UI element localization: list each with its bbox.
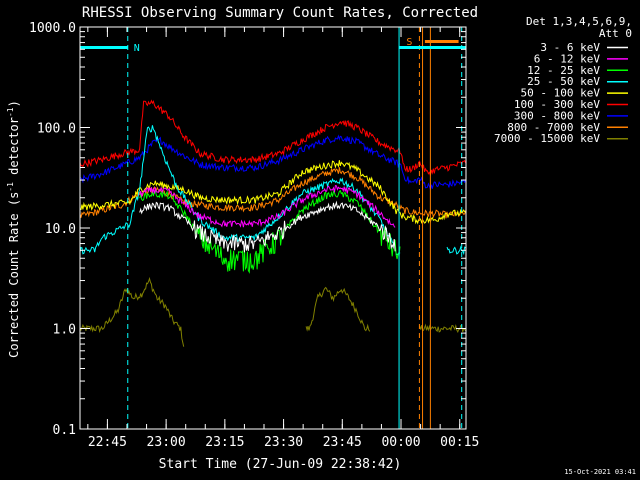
legend-entry-label: 300 - 800 keV xyxy=(514,109,600,122)
y-axis-label-part: detector xyxy=(7,117,21,182)
legend-entry-label: 100 - 300 keV xyxy=(514,98,600,111)
legend-entry-label: 7000 - 15000 keV xyxy=(494,132,600,145)
series-line xyxy=(139,200,396,253)
night-interval-bar xyxy=(80,46,128,49)
saa-interval-bar xyxy=(424,40,459,43)
legend-header: Det 1,3,4,5,6,9, xyxy=(526,15,632,28)
x-tick-label: 23:00 xyxy=(147,435,186,450)
y-tick-label: 1.0 xyxy=(53,323,76,338)
series-line xyxy=(79,99,467,176)
x-tick-label: 00:00 xyxy=(381,435,420,450)
series-line xyxy=(139,189,401,274)
legend-entry-label: 50 - 100 keV xyxy=(521,87,601,100)
legend-entry-label: 3 - 6 keV xyxy=(540,41,600,54)
x-tick-label: 23:30 xyxy=(264,435,303,450)
legend-entry-label: 800 - 7000 keV xyxy=(507,121,600,134)
y-tick-label: 100.0 xyxy=(37,122,76,137)
y-tick-label: 10.0 xyxy=(45,222,76,237)
chart-title: RHESSI Observing Summary Count Rates, Co… xyxy=(82,5,478,21)
x-tick-label: 23:15 xyxy=(205,435,244,450)
y-axis: 0.1 1.0 10.0 100.0 1000.0 xyxy=(29,21,466,438)
y-axis-label-part: Corrected Count Rate (s xyxy=(7,192,21,358)
y-tick-label: 0.1 xyxy=(53,423,76,438)
y-axis-label-part: -1 xyxy=(6,182,15,192)
saa-annotation: S xyxy=(406,37,412,48)
y-tick-label: 1000.0 xyxy=(29,21,76,36)
legend-entry-label: 12 - 25 keV xyxy=(527,64,600,77)
night-annotation: N xyxy=(134,43,140,54)
y-axis-label-part: ) xyxy=(7,100,21,107)
legend-header: Att 0 xyxy=(599,27,632,40)
series-line xyxy=(139,185,396,228)
x-axis: 22:45 23:00 23:15 23:30 23:45 00:00 00:15 xyxy=(87,27,479,450)
x-axis-label: Start Time (27-Jun-09 22:38:42) xyxy=(159,457,402,472)
plot-area: NS xyxy=(79,26,467,430)
x-tick-label: 22:45 xyxy=(88,435,127,450)
y-axis-label: Corrected Count Rate (s-1 detector-1) xyxy=(6,100,21,358)
series-line xyxy=(79,276,467,347)
series-line xyxy=(79,125,466,256)
legend-entry-label: 25 - 50 keV xyxy=(527,75,600,88)
night-interval-bar xyxy=(399,46,466,49)
series-line xyxy=(79,167,467,219)
x-tick-label: 23:45 xyxy=(323,435,362,450)
x-tick-label: 00:15 xyxy=(440,435,479,450)
y-axis-label-part: -1 xyxy=(6,107,15,117)
footer-timestamp: 15-Oct-2021 03:41 xyxy=(564,468,636,476)
legend-entry-label: 6 - 12 keV xyxy=(534,52,601,65)
